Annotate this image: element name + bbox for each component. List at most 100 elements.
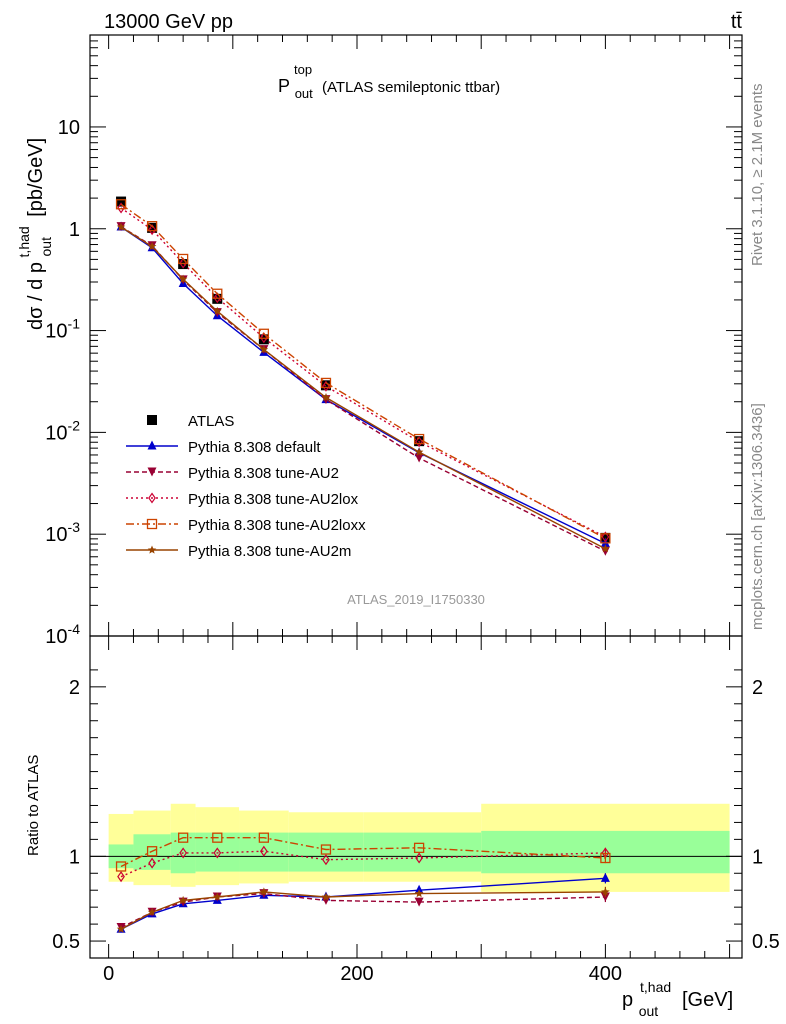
legend: ATLAS Pythia 8.308 default Pythia 8.308 tu… [126,413,366,560]
marker-star [321,892,331,901]
ratio-xlabel: p out t,had [GeV] [622,975,733,1021]
main-series-pythia-8-308-tune-au2m [116,222,610,553]
series-line [120,226,606,550]
marker-open-square [146,221,158,232]
marker-open-diamond [117,871,125,883]
marker-star [147,242,157,251]
ratio-series-pythia-8-308-tune-au2loxx [115,832,611,872]
main-title-rest: (ATLAS semileptonic ttbar) [322,79,500,96]
marker-star [601,544,610,553]
band-inner [288,832,364,872]
xlabel-sub: out [639,1003,659,1019]
marker-open-square [177,832,189,843]
main-title-symbol: P [278,76,290,96]
marker-open-diamond [148,492,156,504]
legend-label: Pythia 8.308 tune-AU2m [188,543,351,560]
marker-open-diamond [179,847,188,859]
series-line [120,226,606,545]
series-line [120,891,606,930]
marker-square [258,334,269,345]
ratio-ylabel: Ratio to ATLAS [25,755,42,856]
channel-label: tt̄ [731,11,743,33]
marker-open-diamond [415,436,423,448]
legend-entry: Pythia 8.308 tune-AU2loxx [126,517,366,534]
marker-open-square [212,288,223,299]
ratio-y-tick-label-left: 0.5 [52,931,80,953]
main-ylabel-main: dσ / d p [25,262,47,330]
marker-star [213,892,222,901]
main-y-tick-label: 1 [69,219,80,241]
ratio-y-tick-label-right: 0.5 [752,931,780,953]
tick-base: 10 [45,321,67,343]
marker-triangle-up [147,440,157,450]
tick-base: 10 [45,626,67,648]
band-inner [239,832,289,872]
marker-star [147,545,157,554]
marker-open-diamond [148,224,156,236]
marker-star [178,895,188,904]
main-y-tick-label: 10-3 [45,519,80,546]
main-ylabel-sup: t,had [16,226,32,257]
marker-open-square [146,846,158,857]
legend-label: Pythia 8.308 tune-AU2loxx [188,517,366,534]
marker-open-square [320,377,332,389]
marker-triangle-down [414,897,424,907]
legend-entry: Pythia 8.308 tune-AU2lox [126,491,359,508]
ratio-axes: 0.5 0.5 1 1 2 2 0 200 400 [52,635,780,985]
marker-square [147,222,158,233]
marker-open-square [258,328,270,339]
main-series-pythia-8-308-tune-au2loxx [115,199,611,544]
xlabel-main: p [622,989,633,1011]
main-y-tick-label: 10-2 [45,417,80,444]
marker-star [147,907,157,916]
legend-label: Pythia 8.308 default [188,439,321,456]
marker-open-diamond [322,854,330,866]
main-title: P out top (ATLAS semileptonic ttbar) [278,58,500,102]
main-ylabel-sub: out [38,237,54,257]
main-y-tick-label: 10 [58,117,80,139]
marker-star [116,924,126,933]
marker-open-diamond [601,531,610,543]
marker-open-diamond [213,847,222,859]
tick-exponent: -3 [68,519,81,535]
marker-open-square [413,433,425,445]
band-inner [133,834,171,870]
main-title-sup: top [294,62,312,77]
marker-star [259,345,269,354]
marker-square [147,415,157,425]
ratio-frame [89,635,743,959]
xlabel-rest: [GeV] [682,989,733,1011]
ratio-y-tick-label-right: 2 [752,677,763,699]
marker-open-diamond [259,845,268,857]
legend-entry: ATLAS [147,413,234,430]
ratio-y-tick-label-left: 2 [69,677,80,699]
analysis-id: ATLAS_2019_I1750330 [347,592,485,607]
ratio-y-tick-label-left: 1 [69,846,80,868]
marker-star [116,222,126,231]
main-y-tick-label: 10-1 [45,316,80,343]
series-line [120,877,606,930]
marker-open-square [177,253,189,265]
marker-open-square [212,832,223,843]
marker-open-diamond [415,852,423,864]
marker-open-square [146,518,158,530]
series-line [120,207,606,538]
tick-base: 10 [45,422,67,444]
rivet-note: Rivet 3.1.10, ≥ 2.1M events [749,84,766,267]
marker-open-square [413,842,425,853]
marker-star [414,447,424,456]
legend-entry: Pythia 8.308 default [126,439,321,456]
x-tick-label: 200 [340,963,373,985]
legend-entry: Pythia 8.308 tune-AU2 [126,465,339,482]
marker-star [213,306,222,315]
marker-open-square [258,832,270,843]
marker-open-square [115,861,127,872]
x-tick-label: 0 [103,963,114,985]
main-ylabel: dσ / d p out t,had [pb/GeV] [12,138,56,330]
marker-open-diamond [148,857,156,869]
marker-triangle-down [414,453,424,463]
main-title-sub: out [295,86,313,101]
marker-star [259,887,269,896]
legend-entry: Pythia 8.308 tune-AU2m [126,543,351,560]
